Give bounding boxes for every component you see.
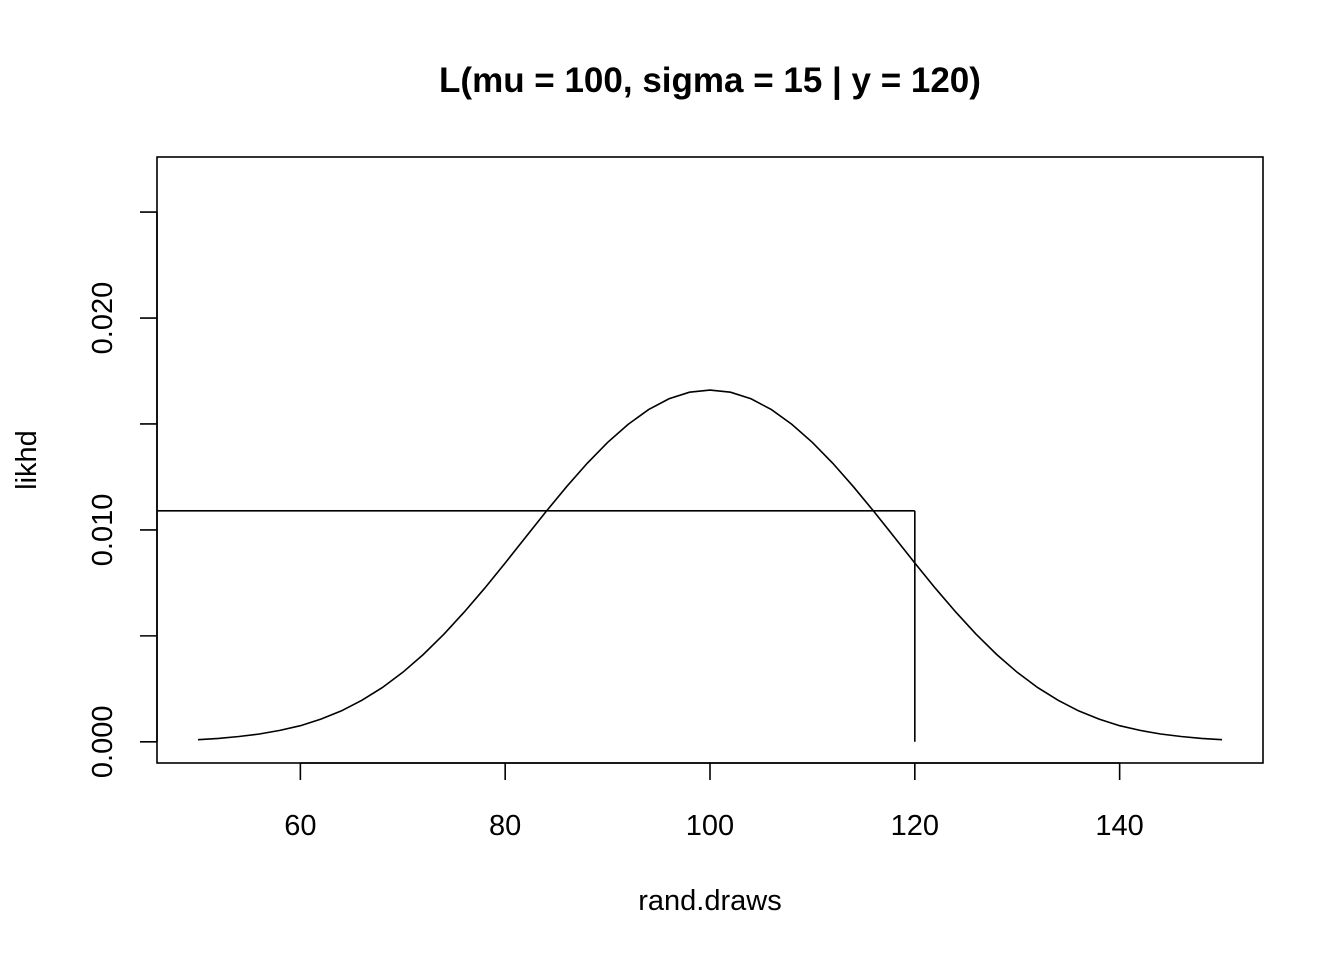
x-axis: 60 80 100 120 140 (284, 762, 1144, 842)
x-axis-label: rand.draws (638, 885, 781, 917)
y-tick-label: 0.020 (87, 282, 119, 355)
y-axis: 0.000 0.010 0.020 (87, 211, 158, 779)
x-tick-label: 80 (489, 810, 521, 842)
x-tick-label: 140 (1095, 810, 1143, 842)
x-tick-label: 100 (686, 810, 734, 842)
x-tick-label: 60 (284, 810, 316, 842)
plot-frame (156, 156, 1264, 764)
y-tick-label: 0.010 (87, 494, 119, 567)
y-axis-label: likhd (11, 430, 43, 490)
plot-content (157, 389, 1223, 742)
x-tick-label: 120 (891, 810, 939, 842)
likelihood-curve (197, 389, 1223, 741)
chart-title: L(mu = 100, sigma = 15 | y = 120) (439, 61, 981, 100)
y-tick-label: 0.000 (87, 706, 119, 779)
